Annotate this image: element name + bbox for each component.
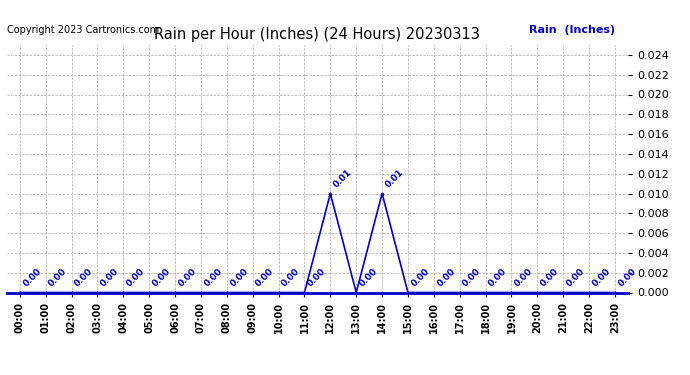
Text: 0.00: 0.00 (591, 267, 612, 288)
Text: 0.00: 0.00 (73, 267, 95, 288)
Text: 0.00: 0.00 (357, 267, 380, 288)
Text: 0.00: 0.00 (564, 267, 586, 288)
Text: 0.00: 0.00 (435, 267, 457, 288)
Text: Rain  (Inches): Rain (Inches) (529, 25, 615, 35)
Text: 0.01: 0.01 (332, 168, 353, 189)
Text: 0.00: 0.00 (177, 267, 198, 288)
Text: 0.00: 0.00 (21, 267, 43, 288)
Text: 0.00: 0.00 (461, 267, 483, 288)
Text: 0.00: 0.00 (202, 267, 224, 288)
Text: 0.00: 0.00 (150, 267, 172, 288)
Text: 0.00: 0.00 (228, 267, 250, 288)
Text: 0.01: 0.01 (384, 168, 405, 189)
Text: 0.00: 0.00 (409, 267, 431, 288)
Text: 0.00: 0.00 (539, 267, 560, 288)
Title: Rain per Hour (Inches) (24 Hours) 20230313: Rain per Hour (Inches) (24 Hours) 202303… (155, 27, 480, 42)
Text: 0.00: 0.00 (254, 267, 276, 288)
Text: 0.00: 0.00 (99, 267, 121, 288)
Text: 0.00: 0.00 (487, 267, 509, 288)
Text: 0.00: 0.00 (306, 267, 328, 288)
Text: 0.00: 0.00 (47, 267, 69, 288)
Text: 0.00: 0.00 (616, 267, 638, 288)
Text: Copyright 2023 Cartronics.com: Copyright 2023 Cartronics.com (7, 25, 159, 35)
Text: 0.00: 0.00 (513, 267, 535, 288)
Text: 0.00: 0.00 (280, 267, 302, 288)
Text: 0.00: 0.00 (125, 267, 146, 288)
